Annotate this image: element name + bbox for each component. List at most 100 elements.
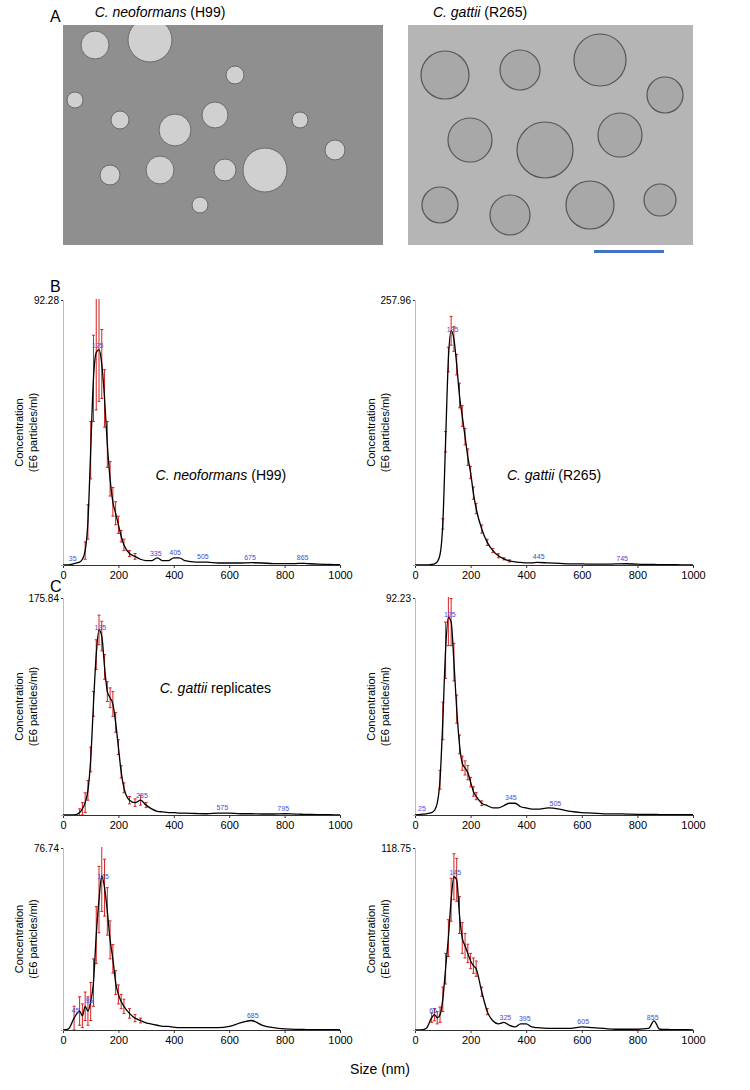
peak-label: 855 — [647, 1014, 659, 1021]
vesicle — [214, 159, 236, 181]
error-bar-cap — [109, 920, 112, 921]
y-axis-title: (E6 particles/ml) — [27, 393, 39, 472]
x-axis: 02004006008001000 — [60, 815, 352, 831]
vesicle — [111, 111, 129, 129]
micrograph — [408, 25, 693, 245]
error-bar-cap — [98, 615, 101, 616]
x-axis-line — [64, 566, 341, 569]
y-axis-line — [413, 301, 416, 566]
error-bar-cap — [466, 765, 469, 766]
peak-label: 405 — [169, 549, 181, 556]
chart: 0200400600800100076.74Concentration(E6 p… — [13, 840, 353, 1046]
y-tick: 118.75 — [381, 843, 415, 854]
error-bar-cap — [84, 559, 87, 560]
error-bar-cap — [100, 621, 103, 622]
x-tick-label: 400 — [518, 1034, 536, 1046]
vesicle — [517, 122, 573, 178]
y-axis-title: (E6 particles/ml) — [27, 667, 39, 746]
peak-label: 35 — [69, 555, 77, 562]
error-bar-cap — [98, 401, 101, 402]
x-tick: 0 — [412, 565, 418, 581]
plot-marks — [415, 597, 693, 815]
peak-label: 135 — [447, 326, 459, 333]
y-tick-label: 92.23 — [386, 593, 411, 604]
error-bar-cap — [86, 800, 89, 801]
image-caption: C. neoformans (H99) — [95, 4, 226, 20]
x-tick-mark — [693, 1030, 694, 1033]
x-tick: 800 — [629, 815, 647, 831]
vesicle — [226, 66, 244, 84]
peak-label: 285 — [136, 792, 148, 799]
y-axis-title: Concentration — [13, 672, 25, 741]
chart-title: C. neoformans (H99) — [156, 467, 287, 483]
error-bar-cap — [480, 800, 483, 801]
vesicle — [647, 77, 683, 113]
error-bar-cap — [450, 645, 453, 646]
x-tick-label: 0 — [412, 569, 418, 581]
x-tick-label: 1000 — [681, 819, 705, 831]
error-bar-cap — [89, 1020, 92, 1021]
x-tick: 0 — [412, 815, 418, 831]
x-tick-mark — [285, 815, 286, 818]
error-bar-cap — [475, 792, 478, 793]
error-bar-cap — [472, 957, 475, 958]
x-tick-mark — [582, 815, 583, 818]
error-bar-cap — [114, 524, 117, 525]
x-tick-label: 400 — [165, 1034, 183, 1046]
x-tick-mark — [118, 565, 119, 568]
x-tick-mark — [229, 565, 230, 568]
x-tick: 800 — [276, 1030, 294, 1046]
y-tick: 92.28 — [34, 295, 63, 306]
x-tick: 1000 — [681, 565, 705, 581]
peak-label: 95 — [85, 997, 93, 1004]
peak-label: 135 — [95, 624, 107, 631]
x-tick-mark — [526, 815, 527, 818]
x-tick-mark — [471, 1030, 472, 1033]
x-tick: 600 — [221, 565, 239, 581]
error-bar-cap — [92, 421, 95, 422]
error-bar-cap — [128, 556, 131, 557]
x-tick: 1000 — [328, 565, 352, 581]
size-distribution-line — [63, 630, 340, 815]
chart-title: C. gattii (R265) — [507, 467, 601, 483]
x-tick-mark — [471, 565, 472, 568]
y-axis-title: Concentration — [13, 905, 25, 974]
vesicle — [448, 118, 492, 162]
error-bar-cap — [128, 1008, 131, 1009]
plot-marks — [63, 615, 340, 815]
x-tick: 200 — [462, 1030, 480, 1046]
x-axis: 02004006008001000 — [412, 1030, 705, 1046]
x-tick-label: 200 — [110, 1034, 128, 1046]
x-tick-label: 1000 — [328, 569, 352, 581]
x-tick-mark — [229, 1030, 230, 1033]
error-bar-cap — [95, 409, 98, 410]
vesicle — [421, 51, 469, 99]
error-bar-cap — [466, 779, 469, 780]
vesicle — [422, 187, 458, 223]
error-bar-cap — [109, 496, 112, 497]
error-bar-cap — [475, 799, 478, 800]
scale-bar — [594, 250, 664, 253]
plot-marks — [415, 854, 693, 1030]
x-tick-mark — [526, 1030, 527, 1033]
x-tick: 0 — [60, 1030, 66, 1046]
size-distribution-line — [63, 876, 340, 1030]
x-tick: 800 — [629, 1030, 647, 1046]
y-tick-mark — [61, 848, 63, 849]
x-tick-mark — [340, 565, 341, 568]
error-bar-cap — [117, 984, 120, 985]
x-tick: 400 — [518, 1030, 536, 1046]
x-tick: 200 — [462, 815, 480, 831]
error-bar-cap — [103, 859, 106, 860]
vesicle — [292, 112, 308, 128]
error-bar-cap — [120, 994, 123, 995]
y-axis-title: (E6 particles/ml) — [27, 899, 39, 978]
error-bar-cap — [134, 1021, 137, 1022]
x-axis: 02004006008001000 — [412, 565, 705, 581]
error-bar-cap — [134, 553, 137, 554]
peak-label: 335 — [150, 550, 162, 557]
x-tick: 1000 — [328, 815, 352, 831]
error-bar-cap — [98, 866, 101, 867]
x-tick-label: 600 — [573, 569, 591, 581]
error-bar-cap — [78, 996, 81, 997]
